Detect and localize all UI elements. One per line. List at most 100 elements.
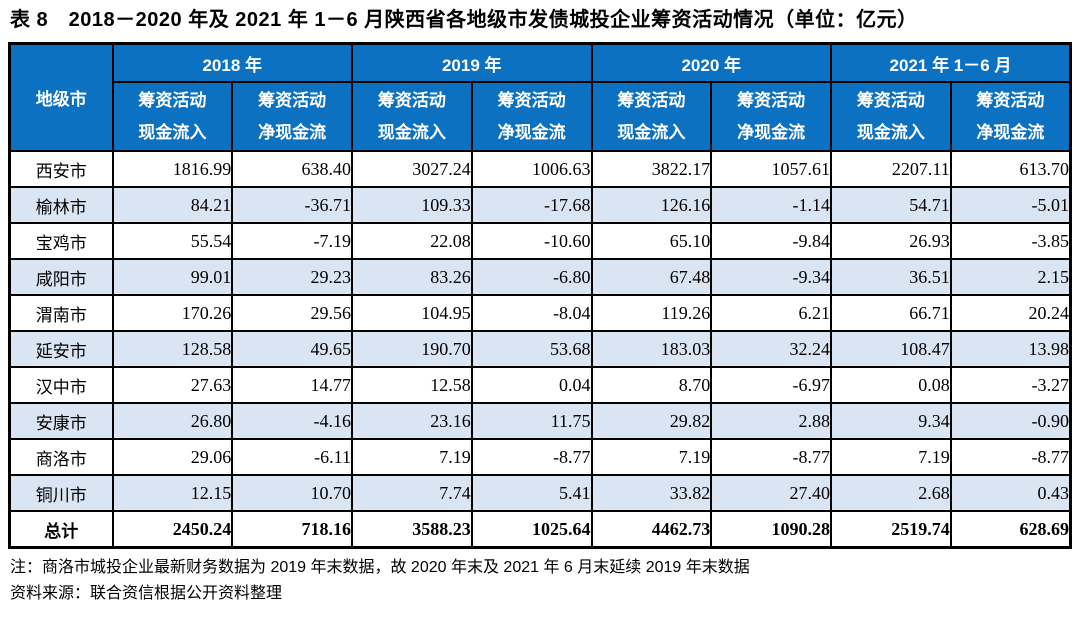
value-cell: -36.71 <box>231 186 353 224</box>
city-cell: 总计 <box>8 510 114 549</box>
value-cell: 65.10 <box>590 222 713 260</box>
value-cell: 55.54 <box>111 222 234 260</box>
city-cell: 渭南市 <box>8 294 114 332</box>
value-cell: 104.95 <box>351 294 473 332</box>
sub-header-row: 筹资活动 现金流入 筹资活动 净现金流 筹资活动 现金流入 筹资活动 净现金流 筹资活动… <box>10 81 1072 152</box>
value-cell: 2450.24 <box>111 510 234 549</box>
value-cell: 12.15 <box>111 474 234 512</box>
value-cell: -6.97 <box>710 366 832 404</box>
value-cell: 170.26 <box>111 294 234 332</box>
table-row-9: 铜川市 12.15 10.70 7.74 5.41 33.82 27.40 2.68 0.43 <box>8 474 1072 512</box>
table-row-7: 安康市 26.80 -4.16 23.16 11.75 29.82 2.88 9.34 -0.9… <box>8 402 1072 440</box>
year-group-2020: 2020 年 <box>590 42 832 83</box>
table-row-3: 咸阳市 99.01 29.23 83.26 -6.80 67.48 -9.34 36.51 2.… <box>8 258 1072 296</box>
value-cell: 13.98 <box>949 330 1072 368</box>
subheader-2021-net: 筹资活动 净现金流 <box>949 81 1072 152</box>
table-row-4: 渭南市 170.26 29.56 104.95 -8.04 119.26 6.21 66.71… <box>8 294 1072 332</box>
value-cell: 12.58 <box>351 366 473 404</box>
value-cell: 126.16 <box>590 186 713 224</box>
value-cell: 2207.11 <box>830 150 952 188</box>
table-row-total: 总计 2450.24 718.16 3588.23 1025.64 4462.73 1090… <box>8 510 1072 549</box>
value-cell: 3027.24 <box>351 150 473 188</box>
value-cell: 33.82 <box>590 474 713 512</box>
value-cell: 10.70 <box>231 474 353 512</box>
value-cell: 7.74 <box>351 474 473 512</box>
value-cell: 3588.23 <box>351 510 473 549</box>
value-cell: 26.93 <box>830 222 952 260</box>
value-cell: 613.70 <box>949 150 1072 188</box>
value-cell: 27.40 <box>710 474 832 512</box>
value-cell: 6.21 <box>710 294 832 332</box>
value-cell: 26.80 <box>111 402 234 440</box>
value-cell: 2.68 <box>830 474 952 512</box>
value-cell: -5.01 <box>949 186 1072 224</box>
value-cell: -0.90 <box>949 402 1072 440</box>
value-cell: 1057.61 <box>710 150 832 188</box>
value-cell: -8.04 <box>470 294 593 332</box>
value-cell: 718.16 <box>231 510 353 549</box>
value-cell: 36.51 <box>830 258 952 296</box>
city-cell: 西安市 <box>8 150 114 188</box>
value-cell: 1006.63 <box>470 150 593 188</box>
value-cell: 14.77 <box>231 366 353 404</box>
city-cell: 汉中市 <box>8 366 114 404</box>
city-cell: 铜川市 <box>8 474 114 512</box>
value-cell: 54.71 <box>830 186 952 224</box>
value-cell: 119.26 <box>590 294 713 332</box>
subheader-2018-net: 筹资活动 净现金流 <box>231 81 353 152</box>
subheader-2019-net: 筹资活动 净现金流 <box>470 81 593 152</box>
value-cell: 0.43 <box>949 474 1072 512</box>
year-group-2019: 2019 年 <box>351 42 593 83</box>
corner-header-city: 地级市 <box>8 42 114 152</box>
city-cell: 延安市 <box>8 330 114 368</box>
value-cell: 27.63 <box>111 366 234 404</box>
value-cell: 1025.64 <box>470 510 593 549</box>
table-header: 地级市 2018 年 2019 年 2020 年 2021 年 1－6 月 筹资… <box>8 42 1072 152</box>
subheader-2020-net: 筹资活动 净现金流 <box>710 81 832 152</box>
value-cell: -8.77 <box>949 438 1072 476</box>
value-cell: 8.70 <box>590 366 713 404</box>
value-cell: 32.24 <box>710 330 832 368</box>
table-row-8: 商洛市 29.06 -6.11 7.19 -8.77 7.19 -8.77 7.19 -8.77 <box>8 438 1072 476</box>
city-cell: 安康市 <box>8 402 114 440</box>
value-cell: 53.68 <box>470 330 593 368</box>
value-cell: 628.69 <box>949 510 1072 549</box>
table-body: 西安市 1816.99 638.40 3027.24 1006.63 3822.17 105… <box>8 150 1072 549</box>
value-cell: 183.03 <box>590 330 713 368</box>
value-cell: 29.82 <box>590 402 713 440</box>
value-cell: 1090.28 <box>710 510 832 549</box>
table-row-0: 西安市 1816.99 638.40 3027.24 1006.63 3822.17 105… <box>8 150 1072 188</box>
value-cell: 99.01 <box>111 258 234 296</box>
year-header-row: 地级市 2018 年 2019 年 2020 年 2021 年 1－6 月 <box>8 42 1072 152</box>
value-cell: 22.08 <box>351 222 473 260</box>
value-cell: 128.58 <box>111 330 234 368</box>
value-cell: -4.16 <box>231 402 353 440</box>
value-cell: 7.19 <box>830 438 952 476</box>
value-cell: 4462.73 <box>590 510 713 549</box>
city-cell: 咸阳市 <box>8 258 114 296</box>
value-cell: 29.56 <box>231 294 353 332</box>
value-cell: -10.60 <box>470 222 593 260</box>
value-cell: 49.65 <box>231 330 353 368</box>
value-cell: 2519.74 <box>830 510 952 549</box>
value-cell: 2.15 <box>949 258 1072 296</box>
city-cell: 商洛市 <box>8 438 114 476</box>
city-cell: 榆林市 <box>8 186 114 224</box>
report-page: 表 8 2018－2020 年及 2021 年 1－6 月陕西省各地级市发债城投… <box>8 9 1072 602</box>
value-cell: 5.41 <box>470 474 593 512</box>
value-cell: 29.23 <box>231 258 353 296</box>
table-row-5: 延安市 128.58 49.65 190.70 53.68 183.03 32.24 108.… <box>8 330 1072 368</box>
value-cell: -9.84 <box>710 222 832 260</box>
value-cell: 109.33 <box>351 186 473 224</box>
value-cell: -9.34 <box>710 258 832 296</box>
value-cell: 2.88 <box>710 402 832 440</box>
value-cell: 7.19 <box>351 438 473 476</box>
table-row-6: 汉中市 27.63 14.77 12.58 0.04 8.70 -6.97 0.08 -3.27 <box>8 366 1072 404</box>
year-group-2018: 2018 年 <box>111 42 353 83</box>
value-cell: -6.80 <box>470 258 593 296</box>
value-cell: -3.85 <box>949 222 1072 260</box>
value-cell: 83.26 <box>351 258 473 296</box>
value-cell: 23.16 <box>351 402 473 440</box>
value-cell: 190.70 <box>351 330 473 368</box>
value-cell: 84.21 <box>111 186 234 224</box>
